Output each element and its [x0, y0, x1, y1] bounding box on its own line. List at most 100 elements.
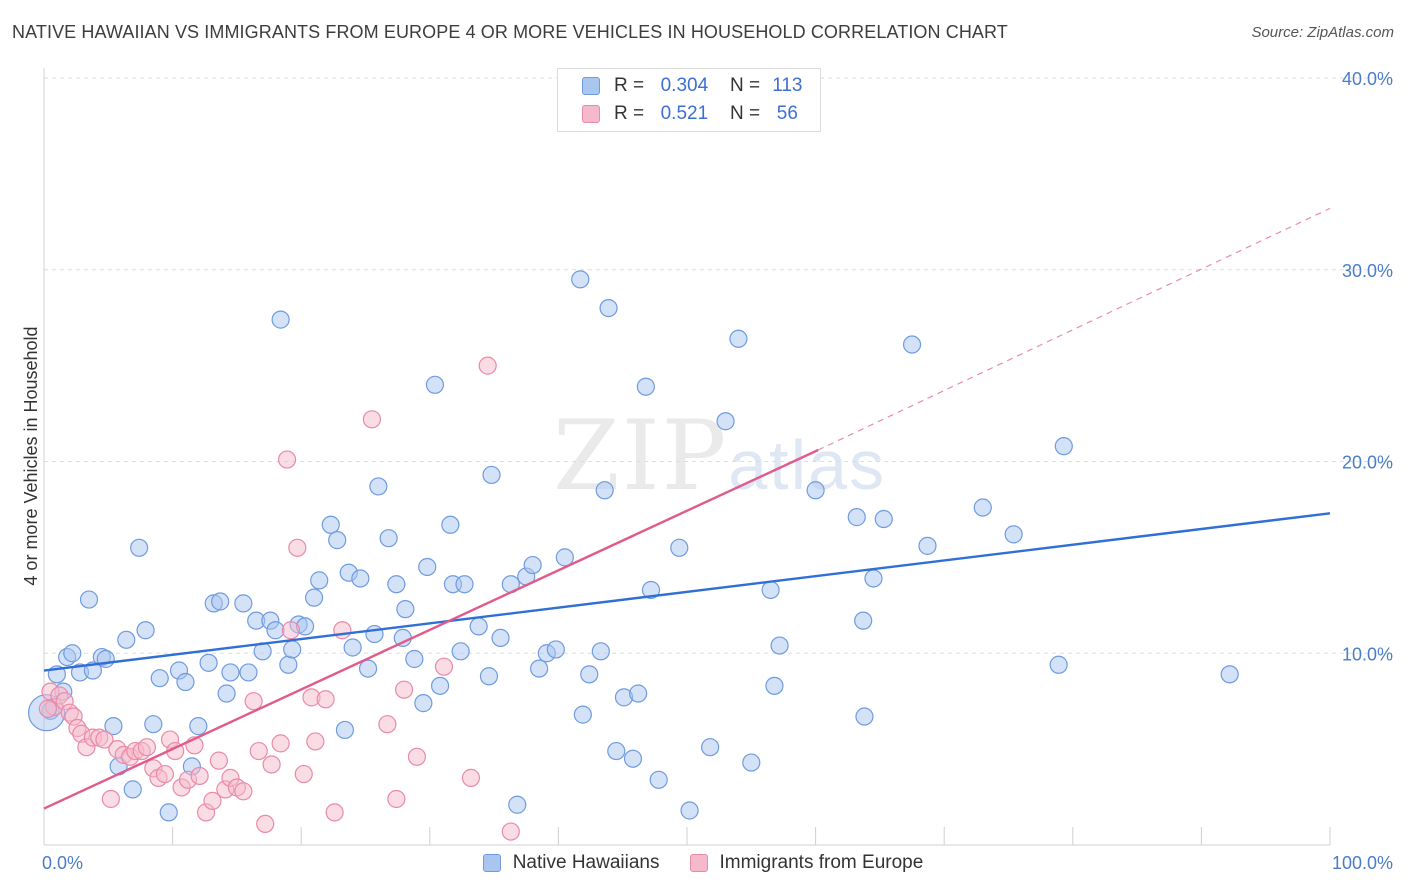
data-point-native-hawaiians	[546, 640, 565, 659]
data-point-native-hawaiians	[396, 600, 415, 619]
data-point-native-hawaiians	[130, 538, 149, 557]
data-point-native-hawaiians	[716, 412, 735, 431]
bottom-legend-item-immigrants-from-europe: Immigrants from Europe	[689, 852, 924, 874]
x-tick-label: 0.0%	[42, 853, 83, 873]
data-point-native-hawaiians	[199, 653, 218, 672]
legend-r-value: 0.521	[660, 103, 709, 124]
data-point-immigrants-from-europe	[478, 356, 497, 375]
y-tick-label: 40.0%	[1342, 69, 1393, 89]
data-point-immigrants-from-europe	[316, 690, 335, 709]
watermark-zip: ZIP	[553, 400, 729, 512]
data-point-immigrants-from-europe	[209, 751, 228, 770]
data-point-native-hawaiians	[221, 663, 240, 682]
y-tick-label: 20.0%	[1342, 453, 1393, 473]
data-point-native-hawaiians	[117, 630, 136, 649]
data-point-immigrants-from-europe	[249, 741, 268, 761]
legend-swatch-pink	[582, 105, 600, 123]
data-point-native-hawaiians	[595, 481, 614, 500]
legend-r-value: 0.304	[660, 75, 709, 96]
data-point-immigrants-from-europe	[378, 715, 397, 734]
legend-swatch-blue	[582, 77, 600, 95]
data-point-native-hawaiians	[123, 780, 142, 799]
data-point-native-hawaiians	[874, 509, 893, 529]
data-point-native-hawaiians	[641, 580, 661, 600]
trend-line-extension-immigrants-from-europe	[817, 207, 1331, 451]
data-point-native-hawaiians	[902, 335, 922, 354]
bottom-legend-label: Immigrants from Europe	[719, 852, 924, 873]
bottom-legend-swatch-blue	[482, 854, 501, 872]
data-point-native-hawaiians	[63, 644, 82, 663]
data-point-immigrants-from-europe	[294, 764, 313, 784]
data-point-immigrants-from-europe	[101, 789, 120, 809]
legend-n-value: 113	[772, 75, 803, 96]
data-point-immigrants-from-europe	[271, 734, 290, 753]
data-point-native-hawaiians	[599, 299, 618, 318]
legend: R = 0.304 N = 113 R = 0.521 N = 56	[557, 68, 821, 132]
data-point-native-hawaiians	[351, 569, 370, 588]
data-point-native-hawaiians	[670, 538, 689, 557]
data-point-native-hawaiians	[555, 548, 574, 567]
data-point-native-hawaiians	[1220, 665, 1239, 684]
data-point-native-hawaiians	[918, 536, 937, 555]
legend-n-label: N =	[729, 75, 761, 96]
trend-line-native-hawaiians	[43, 512, 1331, 672]
data-point-native-hawaiians	[369, 477, 388, 496]
series-native-hawaiians	[27, 270, 1239, 822]
legend-n-value: 56	[776, 103, 798, 124]
data-point-native-hawaiians	[469, 617, 488, 636]
data-point-native-hawaiians	[304, 588, 324, 607]
data-point-native-hawaiians	[451, 642, 470, 661]
legend-row-native-hawaiians: R = 0.304 N = 113	[582, 73, 809, 99]
data-point-immigrants-from-europe	[155, 764, 174, 784]
source-label: Source: ZipAtlas.com	[1251, 24, 1394, 41]
data-point-native-hawaiians	[387, 575, 406, 594]
data-point-immigrants-from-europe	[256, 814, 275, 834]
y-tick-label: 30.0%	[1342, 261, 1393, 281]
data-point-native-hawaiians	[159, 803, 178, 822]
data-point-native-hawaiians	[455, 575, 474, 594]
data-point-native-hawaiians	[607, 741, 626, 761]
data-point-immigrants-from-europe	[95, 730, 114, 749]
data-point-native-hawaiians	[239, 663, 258, 682]
data-point-native-hawaiians	[283, 640, 302, 659]
data-point-native-hawaiians	[310, 571, 329, 590]
data-point-native-hawaiians	[761, 580, 780, 600]
data-point-native-hawaiians	[335, 720, 355, 740]
data-point-native-hawaiians	[136, 621, 155, 640]
data-point-native-hawaiians	[189, 717, 208, 736]
data-point-native-hawaiians	[266, 621, 285, 640]
data-point-native-hawaiians	[328, 531, 347, 550]
data-point-native-hawaiians	[701, 738, 720, 757]
data-point-native-hawaiians	[96, 649, 115, 669]
data-point-native-hawaiians	[104, 717, 123, 736]
data-point-immigrants-from-europe	[325, 803, 344, 822]
data-point-immigrants-from-europe	[281, 621, 301, 640]
data-point-native-hawaiians	[530, 659, 549, 678]
data-point-native-hawaiians	[279, 655, 298, 674]
bottom-legend-swatch-pink	[689, 854, 708, 872]
data-point-immigrants-from-europe	[501, 822, 520, 841]
data-point-native-hawaiians	[573, 705, 592, 724]
x-tick-label: 100.0%	[1332, 853, 1393, 873]
legend-row-immigrants-from-europe: R = 0.521 N = 56	[582, 101, 809, 127]
data-point-native-hawaiians	[176, 672, 195, 692]
data-point-immigrants-from-europe	[394, 680, 414, 699]
data-point-immigrants-from-europe	[461, 768, 481, 787]
data-point-native-hawaiians	[234, 594, 253, 613]
data-point-immigrants-from-europe	[262, 755, 281, 774]
grid-lines	[44, 77, 1395, 654]
legend-r-label: R =	[614, 75, 645, 96]
data-point-native-hawaiians	[770, 636, 789, 655]
data-point-native-hawaiians	[765, 676, 784, 695]
legend-r-label: R =	[614, 103, 645, 124]
data-point-native-hawaiians	[144, 715, 163, 734]
data-point-native-hawaiians	[571, 270, 590, 289]
data-point-immigrants-from-europe	[434, 657, 454, 676]
y-tick-label: 10.0%	[1342, 644, 1393, 664]
data-point-native-hawaiians	[418, 557, 437, 577]
data-point-native-hawaiians	[321, 515, 340, 534]
data-point-native-hawaiians	[854, 611, 873, 630]
data-point-native-hawaiians	[441, 515, 460, 534]
data-point-native-hawaiians	[580, 665, 599, 684]
data-point-native-hawaiians	[358, 659, 378, 678]
